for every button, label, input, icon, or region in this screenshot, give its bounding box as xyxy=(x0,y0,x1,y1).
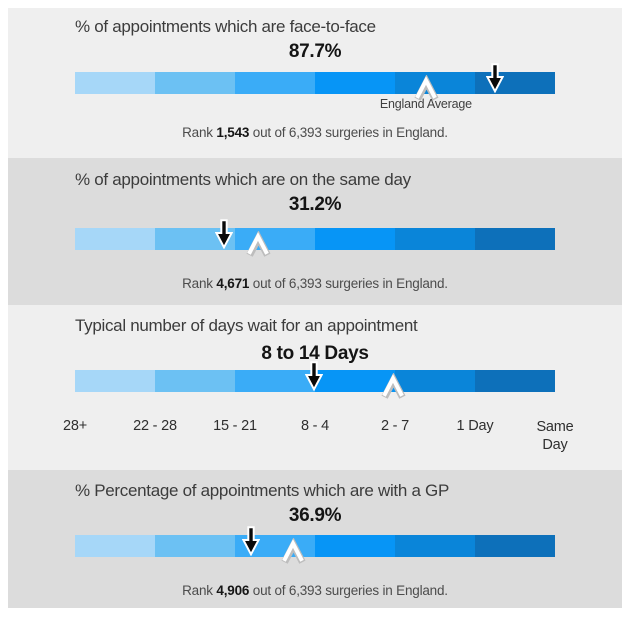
panel-value: 87.7% xyxy=(288,41,342,62)
scale-bar xyxy=(75,526,555,564)
axis-tick: 2 - 7 xyxy=(380,418,410,434)
scale-segments xyxy=(75,535,555,557)
days-axis: 28+ 22 - 28 15 - 21 8 - 4 2 - 7 1 Day Sa… xyxy=(63,418,574,462)
panel-value: 36.9% xyxy=(288,505,342,526)
axis-tick: 22 - 28 xyxy=(133,418,177,434)
panel-face-to-face: % of appointments which are face-to-face… xyxy=(8,8,622,158)
rank-number: 4,906 xyxy=(216,583,250,598)
panel-same-day: % of appointments which are on the same … xyxy=(8,158,622,305)
panel-title: Typical number of days wait for an appoi… xyxy=(75,316,418,335)
axis-tick: 1 Day xyxy=(456,418,494,434)
panel-value: 8 to 14 Days xyxy=(261,343,369,364)
panel-with-gp: % Percentage of appointments which are w… xyxy=(8,470,622,608)
axis-tick: 28+ xyxy=(63,418,87,434)
scale-segments xyxy=(75,72,555,94)
stat-panels: % of appointments which are face-to-face… xyxy=(8,8,622,608)
scale-bar xyxy=(75,361,555,399)
rank-text: Rank 1,543 out of 6,393 surgeries in Eng… xyxy=(8,125,622,140)
rank-suffix: out of 6,393 surgeries in England. xyxy=(252,125,448,140)
surgery-position-marker-icon xyxy=(214,219,234,250)
axis-tick: 8 - 4 xyxy=(300,418,330,434)
axis-tick: Same Day xyxy=(536,419,574,454)
surgery-position-marker-icon xyxy=(485,63,505,94)
rank-suffix: out of 6,393 surgeries in England. xyxy=(252,276,448,291)
panel-title: % of appointments which are on the same … xyxy=(75,170,411,189)
surgery-position-marker-icon xyxy=(304,361,324,392)
axis-tick: 15 - 21 xyxy=(213,418,257,434)
rank-prefix: Rank xyxy=(182,276,213,291)
rank-suffix: out of 6,393 surgeries in England. xyxy=(252,583,448,598)
rank-number: 1,543 xyxy=(216,125,250,140)
scale-segments xyxy=(75,370,555,392)
rank-number: 4,671 xyxy=(216,276,250,291)
england-average-marker-icon xyxy=(380,372,406,399)
panel-value: 31.2% xyxy=(288,194,342,215)
rank-prefix: Rank xyxy=(182,583,213,598)
panel-days-wait: Typical number of days wait for an appoi… xyxy=(8,305,622,470)
england-average-marker-icon xyxy=(280,537,306,564)
england-average-marker-icon xyxy=(413,74,439,101)
england-average-marker-icon xyxy=(245,230,271,257)
rank-text: Rank 4,906 out of 6,393 surgeries in Eng… xyxy=(8,583,622,598)
scale-bar: England Average xyxy=(75,63,555,111)
panel-title: % of appointments which are face-to-face xyxy=(75,17,376,36)
scale-segments xyxy=(75,228,555,250)
panel-title: % Percentage of appointments which are w… xyxy=(75,481,449,500)
rank-prefix: Rank xyxy=(182,125,213,140)
england-average-label: England Average xyxy=(379,97,472,111)
scale-bar xyxy=(75,219,555,257)
surgery-position-marker-icon xyxy=(241,526,261,557)
rank-text: Rank 4,671 out of 6,393 surgeries in Eng… xyxy=(8,276,622,291)
